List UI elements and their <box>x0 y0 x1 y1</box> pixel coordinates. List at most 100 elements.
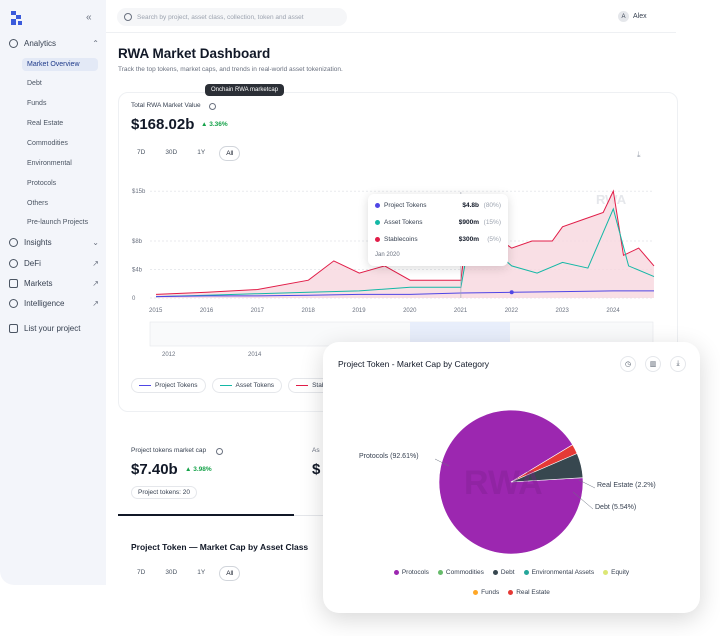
range-1y[interactable]: 1Y <box>197 149 206 156</box>
external-link-icon: ↗ <box>92 279 99 288</box>
intelligence-icon <box>9 299 18 308</box>
info-icon[interactable] <box>209 103 216 110</box>
x-tick-label: 2024 <box>606 308 620 314</box>
tooltip-series-pct: (15%) <box>483 219 501 226</box>
project-tokens-count-badge: Project tokens: 20 <box>131 486 198 499</box>
pie-legend-real-estate[interactable]: Real Estate <box>508 589 550 596</box>
market-cap-value: $7.40b <box>131 461 178 478</box>
x-tick-label: 2019 <box>352 308 366 314</box>
tab-divider <box>294 515 324 516</box>
market-cap-change: ▲ 3.98% <box>185 466 212 473</box>
nav-insights[interactable]: Insights ⌄ <box>9 238 99 247</box>
sidebar-item-protocols[interactable]: Protocols <box>27 180 57 187</box>
pie-label-real-estate: Real Estate (2.2%) <box>597 482 656 489</box>
section-title-asset-class: Project Token — Market Cap by Asset Clas… <box>131 542 309 552</box>
x-tick-label: 2021 <box>454 308 468 314</box>
chart-legend: Project Tokens Asset Tokens Stablecoins <box>131 378 354 393</box>
legend-label: Asset Tokens <box>235 382 275 389</box>
tooltip-series-value: $300m <box>458 236 479 243</box>
legend-asset-tokens[interactable]: Asset Tokens <box>211 378 283 393</box>
sidebar-item-pre-launch[interactable]: Pre-launch Projects <box>27 219 89 226</box>
markets-icon <box>9 279 18 288</box>
bar-chart-icon[interactable]: ▥ <box>645 356 661 372</box>
total-market-value-label: Total RWA Market Value <box>131 102 201 109</box>
download-icon[interactable]: ⤓ <box>637 150 641 159</box>
tooltip-row: Asset Tokens $900m (15%) <box>375 219 501 226</box>
tooltip-series-pct: (80%) <box>483 202 501 209</box>
tooltip-series-value: $900m <box>458 219 479 226</box>
tooltip-row: Project Tokens $4.8b (80%) <box>375 202 501 209</box>
tooltip-row: Stablecoins $300m (5%) <box>375 236 501 243</box>
tooltip-series-name: Project Tokens <box>384 202 427 209</box>
pie-chart[interactable]: RWA <box>323 342 700 613</box>
legend-project-tokens[interactable]: Project Tokens <box>131 378 206 393</box>
pie-label-debt: Debt (5.54%) <box>595 504 637 511</box>
x-tick-label: 2015 <box>149 308 163 314</box>
range-30d[interactable]: 30D <box>165 149 178 156</box>
series-dot <box>375 220 380 225</box>
tooltip-date: Jan 2020 <box>375 252 400 258</box>
sidebar-item-real-estate[interactable]: Real Estate <box>27 120 64 127</box>
nav-insights-label: Insights <box>24 238 52 247</box>
collapse-sidebar-icon[interactable]: « <box>86 12 92 23</box>
navigator-tick-label: 2012 <box>162 352 176 358</box>
tooltip-series-pct: (5%) <box>487 236 501 243</box>
nav-markets-label: Markets <box>24 279 53 288</box>
legend-label: Real Estate <box>516 589 550 596</box>
legend-label: Equity <box>611 569 630 576</box>
nav-markets[interactable]: Markets ↗ <box>9 279 99 288</box>
nav-defi[interactable]: DeFi ↗ <box>9 259 99 268</box>
range-all[interactable]: All <box>219 146 241 161</box>
sidebar-item-funds[interactable]: Funds <box>27 100 47 107</box>
header-divider <box>106 32 676 33</box>
app-logo-icon[interactable] <box>10 10 24 26</box>
history-icon[interactable]: ◷ <box>620 356 636 372</box>
asset-tokens-label-partial: As <box>312 447 320 454</box>
sidebar-item-commodities[interactable]: Commodities <box>27 140 68 147</box>
pie-legend-debt[interactable]: Debt <box>492 569 515 576</box>
hover-tooltip: Project Tokens $4.8b (80%) Asset Tokens … <box>368 194 508 266</box>
pie-legend-commodities[interactable]: Commodities <box>437 569 484 576</box>
user-menu[interactable]: A Alex <box>618 11 647 22</box>
pie-chart-title: Project Token - Market Cap by Category <box>338 359 490 369</box>
tooltip-series-name: Stablecoins <box>384 236 418 243</box>
nav-analytics[interactable]: Analytics ⌃ <box>9 39 99 48</box>
range-7d[interactable]: 7D <box>137 569 146 576</box>
pie-legend-funds[interactable]: Funds <box>473 589 499 596</box>
pie-legend-equity[interactable]: Equity <box>603 569 629 576</box>
total-market-value: $168.02b <box>131 116 195 133</box>
range-7d[interactable]: 7D <box>137 149 146 156</box>
nav-analytics-label: Analytics <box>24 39 57 48</box>
range-1y[interactable]: 1Y <box>197 569 206 576</box>
nav-intelligence[interactable]: Intelligence ↗ <box>9 299 99 308</box>
sidebar-item-debt[interactable]: Debt <box>27 80 42 87</box>
range-30d[interactable]: 30D <box>165 569 178 576</box>
sidebar: « Analytics ⌃ Market Overview Debt Funds… <box>0 0 106 585</box>
user-name: Alex <box>633 13 647 20</box>
pie-legend-row-2: Funds Real Estate <box>323 589 700 596</box>
hover-point <box>509 290 514 295</box>
legend-label: Debt <box>500 569 515 576</box>
y-tick-label: 0 <box>132 296 136 302</box>
info-icon[interactable] <box>216 448 223 455</box>
range-all[interactable]: All <box>219 566 241 581</box>
y-tick-label: $4b <box>132 268 143 274</box>
download-icon[interactable]: ⤓ <box>670 356 686 372</box>
x-tick-label: 2016 <box>200 308 214 314</box>
search-input[interactable]: Search by project, asset class, collecti… <box>117 8 347 26</box>
x-tick-label: 2023 <box>556 308 570 314</box>
navigator-tick-label: 2014 <box>248 352 262 358</box>
pie-legend-environmental[interactable]: Environmental Assets <box>523 569 594 576</box>
defi-icon <box>9 259 18 268</box>
sidebar-item-environmental[interactable]: Environmental <box>27 160 72 167</box>
chevron-up-icon: ⌃ <box>92 39 99 48</box>
asset-tokens-value-partial: $ <box>312 461 321 478</box>
avatar: A <box>618 11 629 22</box>
pie-legend-protocols[interactable]: Protocols <box>393 569 429 576</box>
pie-legend-row-1: Protocols Commodities Debt Environmental… <box>323 569 700 576</box>
nav-intelligence-label: Intelligence <box>24 299 65 308</box>
nav-list-project[interactable]: List your project <box>9 324 99 333</box>
y-tick-label: $8b <box>132 239 143 245</box>
sidebar-item-market-overview[interactable]: Market Overview <box>22 58 98 71</box>
sidebar-item-others[interactable]: Others <box>27 200 49 207</box>
